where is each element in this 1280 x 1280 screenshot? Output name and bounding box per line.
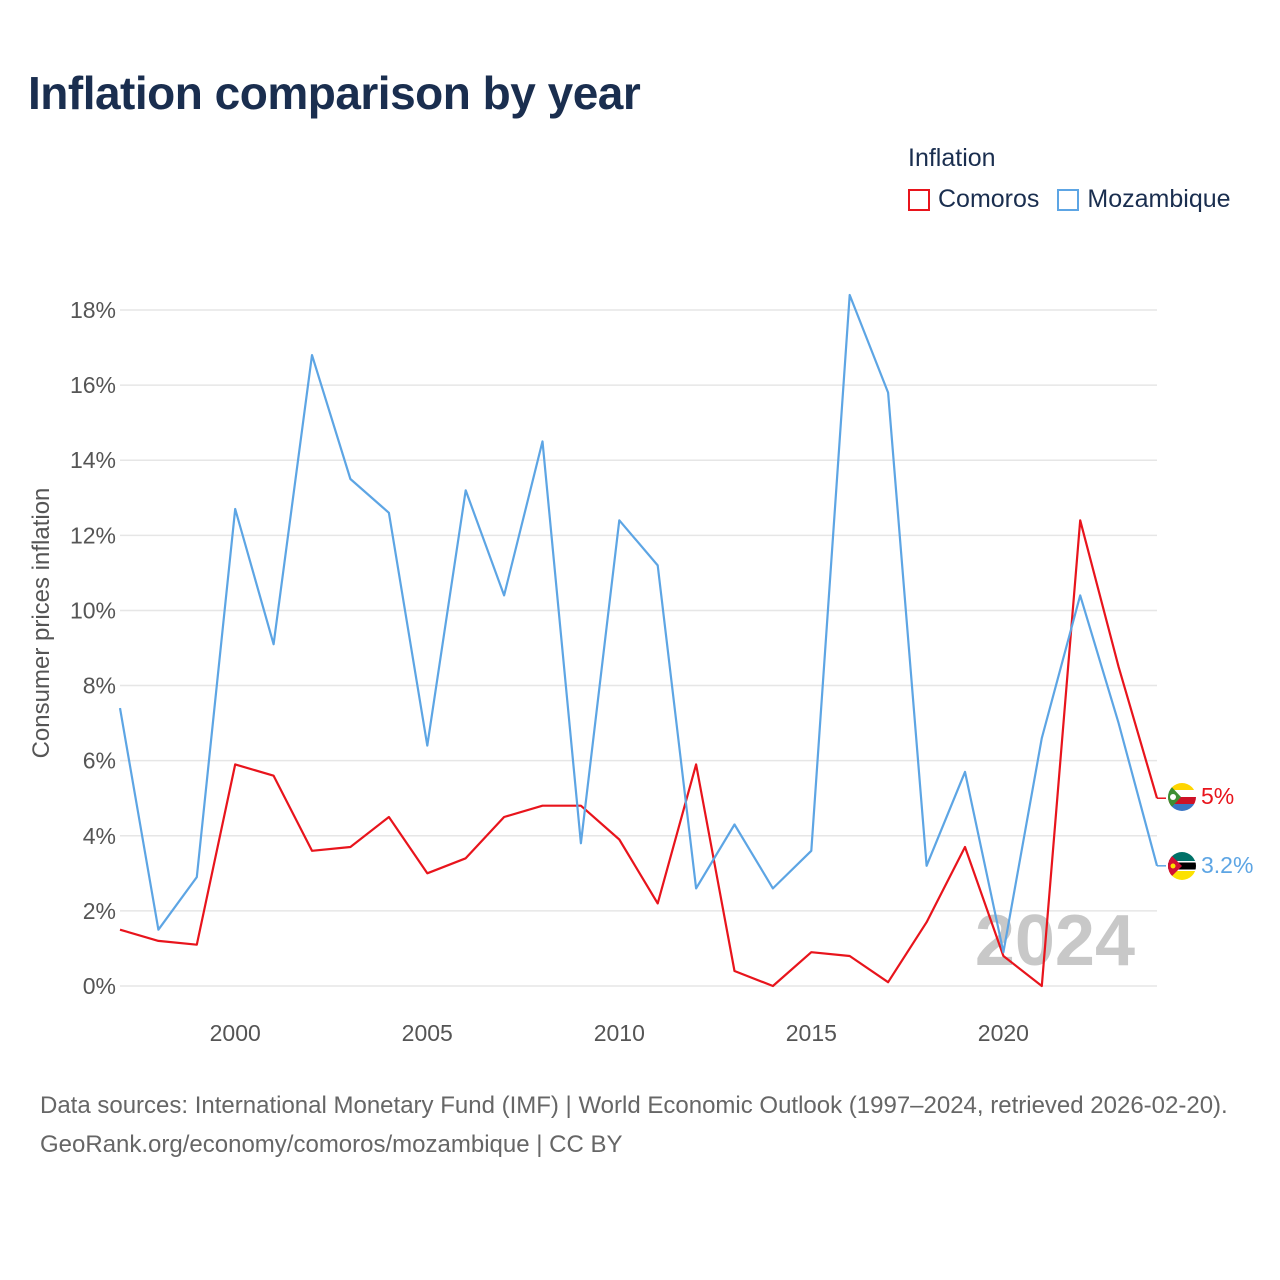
- data-point-mozambique[interactable]: [691, 883, 701, 893]
- legend-item-mozambique[interactable]: Mozambique: [1057, 185, 1231, 214]
- y-axis-ticks: 0% 2% 4% 6% 8% 10% 12% 14% 16% 18%: [70, 297, 116, 999]
- data-point-mozambique[interactable]: [269, 639, 279, 649]
- data-point-comoros[interactable]: [230, 759, 240, 769]
- y-tick-label: 8%: [83, 673, 116, 699]
- data-point-mozambique[interactable]: [998, 947, 1008, 957]
- data-point-comoros[interactable]: [806, 947, 816, 957]
- y-tick-label: 0%: [83, 973, 116, 999]
- y-tick-label: 4%: [83, 823, 116, 849]
- data-point-comoros[interactable]: [499, 812, 509, 822]
- data-point-mozambique[interactable]: [768, 883, 778, 893]
- x-tick-label: 2020: [978, 1020, 1029, 1046]
- end-label-comoros: 5%: [1201, 783, 1234, 809]
- data-point-mozambique[interactable]: [461, 485, 471, 495]
- end-label-mozambique: 3.2%: [1201, 852, 1253, 878]
- data-point-comoros[interactable]: [345, 842, 355, 852]
- x-tick-label: 2000: [210, 1020, 261, 1046]
- data-point-mozambique[interactable]: [614, 515, 624, 525]
- legend-item-comoros[interactable]: Comoros: [908, 185, 1039, 214]
- x-tick-label: 2015: [786, 1020, 837, 1046]
- data-point-mozambique[interactable]: [1037, 733, 1047, 743]
- data-point-comoros[interactable]: [537, 801, 547, 811]
- data-point-comoros[interactable]: [461, 853, 471, 863]
- legend-swatch-comoros: [908, 188, 930, 211]
- data-point-mozambique[interactable]: [806, 846, 816, 856]
- legend-swatch-mozambique: [1057, 188, 1080, 211]
- data-point-mozambique[interactable]: [922, 861, 932, 871]
- data-point-mozambique[interactable]: [307, 350, 317, 360]
- data-point-mozambique[interactable]: [192, 872, 202, 882]
- data-point-comoros[interactable]: [922, 917, 932, 927]
- data-point-comoros[interactable]: [153, 936, 163, 946]
- chart-title: Inflation comparison by year: [28, 67, 641, 119]
- legend: Inflation Comoros Mozambique: [908, 144, 1231, 214]
- series-line-comoros[interactable]: [119, 519, 1159, 988]
- data-point-comoros[interactable]: [307, 846, 317, 856]
- data-point-mozambique[interactable]: [576, 838, 586, 848]
- data-point-comoros[interactable]: [845, 951, 855, 961]
- data-point-mozambique[interactable]: [730, 820, 740, 830]
- x-tick-label: 2010: [594, 1020, 645, 1046]
- data-point-comoros[interactable]: [422, 868, 432, 878]
- data-point-comoros[interactable]: [960, 842, 970, 852]
- data-point-comoros[interactable]: [691, 759, 701, 769]
- x-tick-label: 2005: [402, 1020, 453, 1046]
- data-point-comoros[interactable]: [269, 771, 279, 781]
- data-point-comoros[interactable]: [614, 835, 624, 845]
- data-point-comoros[interactable]: [384, 812, 394, 822]
- data-point-mozambique[interactable]: [883, 388, 893, 398]
- data-point-mozambique[interactable]: [384, 508, 394, 518]
- data-point-comoros[interactable]: [768, 981, 778, 991]
- y-tick-label: 10%: [70, 597, 116, 623]
- data-point-comoros[interactable]: [1037, 981, 1047, 991]
- y-axis-label: Consumer prices inflation: [28, 487, 55, 759]
- legend-label-mozambique: Mozambique: [1087, 185, 1231, 213]
- y-tick-label: 6%: [83, 748, 116, 774]
- data-point-mozambique[interactable]: [345, 474, 355, 484]
- data-point-comoros[interactable]: [115, 925, 125, 935]
- legend-title: Inflation: [908, 144, 996, 172]
- line-chart: 0%2%4%6%8%10%12%14%16%18% 2000 2005 2010 20…: [70, 290, 1253, 1046]
- series-line-mozambique[interactable]: [118, 293, 1159, 954]
- data-point-comoros[interactable]: [192, 940, 202, 950]
- source-link[interactable]: GeoRank.org/economy/comoros/mozambique |…: [40, 1131, 623, 1158]
- data-source-note: Data sources: International Monetary Fun…: [40, 1092, 1228, 1119]
- data-point-mozambique[interactable]: [1114, 718, 1124, 728]
- flag-comoros-icon: [1168, 783, 1196, 811]
- data-point-comoros[interactable]: [1114, 662, 1124, 672]
- data-point-mozambique[interactable]: [537, 436, 547, 446]
- data-point-comoros[interactable]: [883, 977, 893, 987]
- gridlines: [120, 309, 1157, 987]
- series-lines: [115, 290, 1166, 991]
- data-point-mozambique[interactable]: [845, 290, 855, 300]
- footer: Data sources: International Monetary Fun…: [40, 1086, 1250, 1164]
- data-point-comoros[interactable]: [653, 898, 663, 908]
- data-point-mozambique[interactable]: [422, 741, 432, 751]
- y-tick-label: 16%: [70, 372, 116, 398]
- flag-mozambique-icon: [1168, 852, 1196, 880]
- y-tick-label: 2%: [83, 898, 116, 924]
- data-point-comoros[interactable]: [1075, 515, 1085, 525]
- data-point-mozambique[interactable]: [653, 560, 663, 570]
- data-point-mozambique[interactable]: [153, 925, 163, 935]
- data-point-mozambique[interactable]: [499, 590, 509, 600]
- data-point-mozambique[interactable]: [115, 703, 125, 713]
- data-point-mozambique[interactable]: [1075, 590, 1085, 600]
- y-tick-label: 12%: [70, 522, 116, 548]
- data-point-comoros[interactable]: [730, 966, 740, 976]
- legend-label-comoros: Comoros: [938, 185, 1040, 213]
- data-point-mozambique[interactable]: [230, 504, 240, 514]
- y-tick-label: 18%: [70, 297, 116, 323]
- y-tick-label: 14%: [70, 447, 116, 473]
- x-axis-ticks: 2000 2005 2010 2015 2020: [210, 1020, 1029, 1046]
- data-point-mozambique[interactable]: [960, 767, 970, 777]
